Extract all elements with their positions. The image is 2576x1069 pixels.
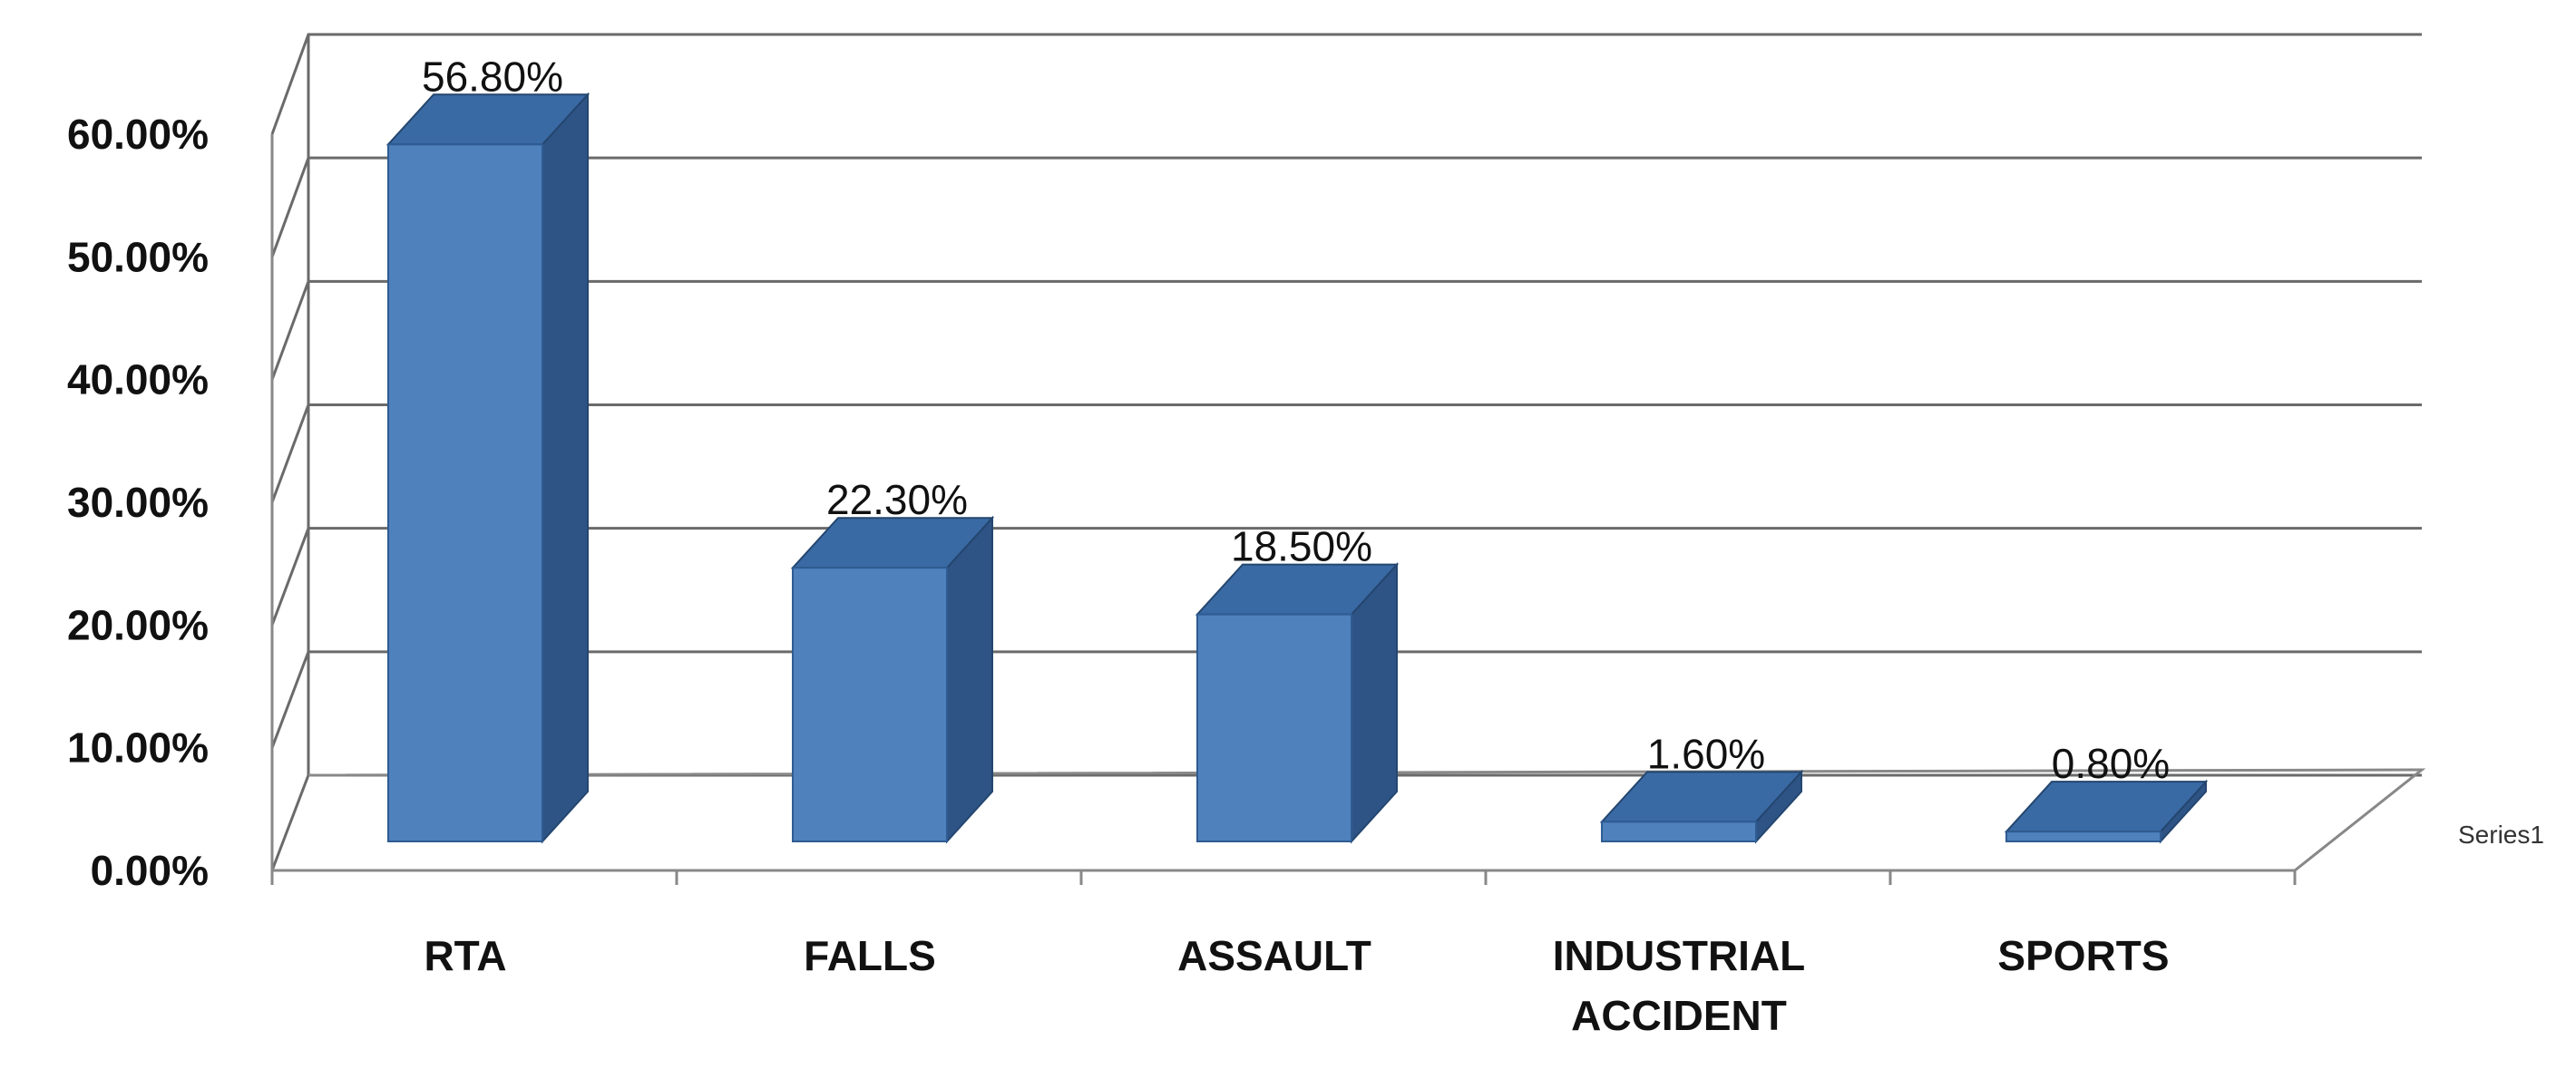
gridlines <box>270 33 2422 871</box>
labels: 0.00% 10.00% 20.00% 30.00% 40.00% 50.00% 60.00… <box>67 53 2544 1039</box>
bar-sports <box>2004 779 2209 844</box>
x-tick-label: ACCIDENT <box>1571 992 1787 1039</box>
y-tick-label: 0.00% <box>91 847 209 894</box>
x-tick-label: ASSAULT <box>1177 932 1371 979</box>
data-label: 22.30% <box>826 476 968 523</box>
x-tick-label: RTA <box>424 932 506 979</box>
y-tick-label: 40.00% <box>67 356 209 403</box>
x-tick-label: INDUSTRIAL <box>1553 932 1806 979</box>
y-tick-label: 60.00% <box>67 111 209 158</box>
x-tick-label: FALLS <box>804 932 936 979</box>
y-tick-label: 50.00% <box>67 233 209 280</box>
bar-side-face <box>542 92 589 844</box>
bars <box>385 92 2209 844</box>
gridline <box>270 156 2422 258</box>
gridline <box>270 33 2422 135</box>
y-tick-label: 30.00% <box>67 479 209 526</box>
x-tick-label: SPORTS <box>1997 932 2169 979</box>
y-tick-label: 20.00% <box>67 601 209 648</box>
gridline <box>270 279 2422 381</box>
data-label: 1.60% <box>1647 730 1765 777</box>
y-tick-label: 10.00% <box>67 724 209 772</box>
bar-assault <box>1195 562 1400 844</box>
gridline <box>270 403 2422 503</box>
data-label: 56.80% <box>422 53 563 100</box>
bar-front-face <box>2005 831 2161 843</box>
bar-front-face <box>1196 613 1352 843</box>
bar-side-face <box>946 515 993 844</box>
bar-falls <box>790 515 995 844</box>
bar-rta <box>385 92 590 844</box>
bar-front-face <box>792 567 948 842</box>
data-label: 0.80% <box>2052 740 2170 787</box>
bar-front-face <box>387 143 543 843</box>
data-label: 18.50% <box>1231 523 1372 570</box>
bar-front-face <box>1601 821 1757 843</box>
bar-industrial-accident <box>1599 769 1804 844</box>
series-label: Series1 <box>2458 821 2544 849</box>
